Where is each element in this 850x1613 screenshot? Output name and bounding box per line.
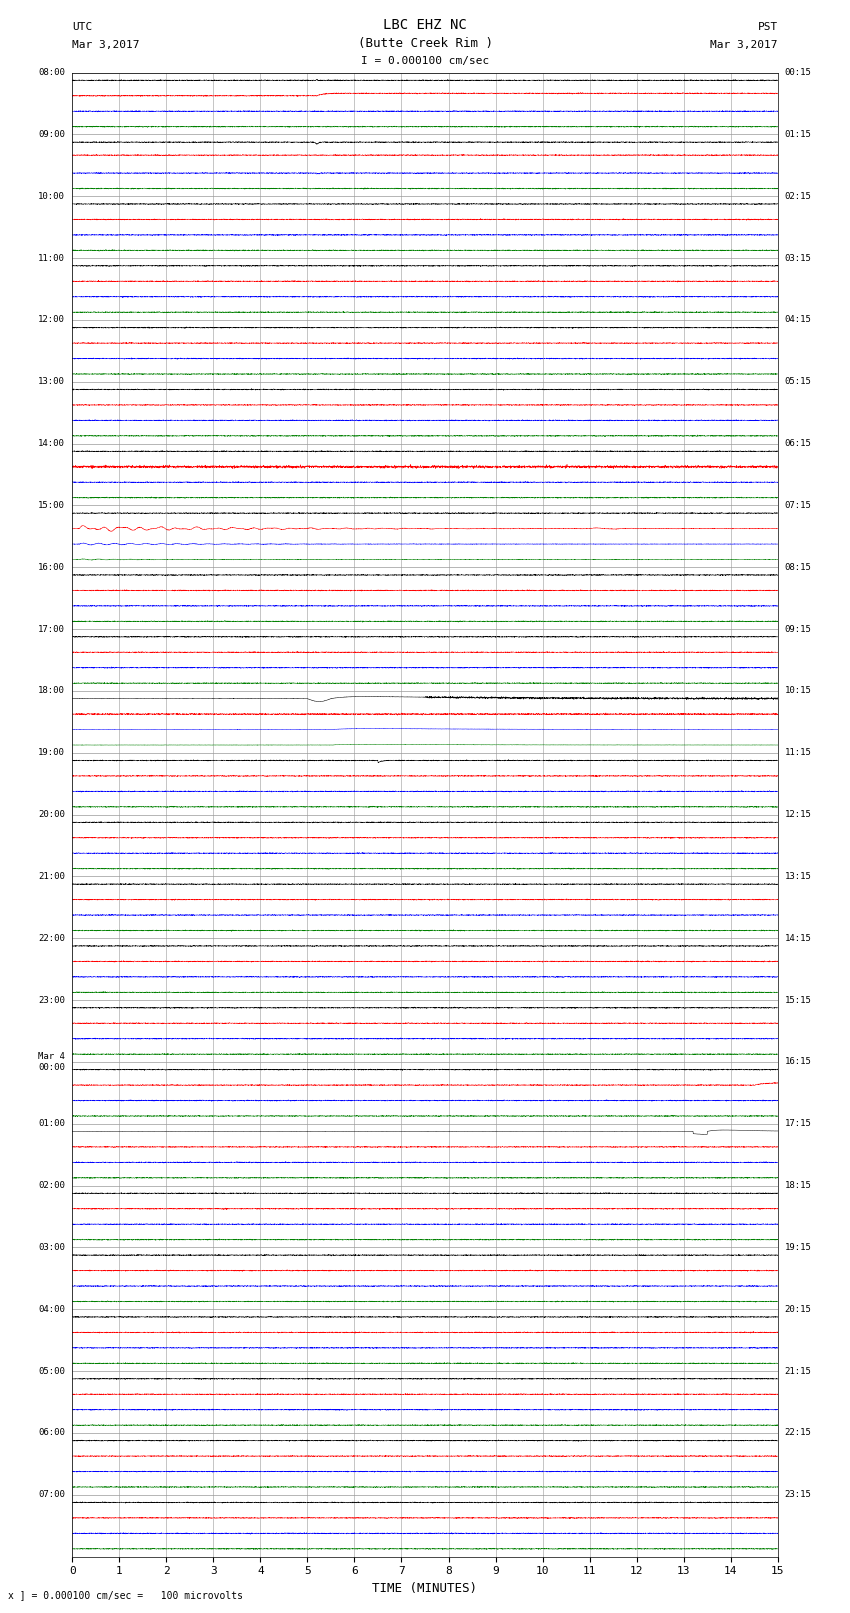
Text: 09:15: 09:15 (785, 624, 812, 634)
Text: 20:00: 20:00 (38, 810, 65, 819)
Text: 16:15: 16:15 (785, 1058, 812, 1066)
Text: 21:00: 21:00 (38, 873, 65, 881)
Text: LBC EHZ NC: LBC EHZ NC (383, 18, 467, 32)
Text: 17:00: 17:00 (38, 624, 65, 634)
Text: 03:15: 03:15 (785, 253, 812, 263)
Text: 23:15: 23:15 (785, 1490, 812, 1498)
Text: I = 0.000100 cm/sec: I = 0.000100 cm/sec (361, 56, 489, 66)
Text: 12:00: 12:00 (38, 316, 65, 324)
Text: 11:15: 11:15 (785, 748, 812, 756)
Text: (Butte Creek Rim ): (Butte Creek Rim ) (358, 37, 492, 50)
Text: UTC: UTC (72, 23, 93, 32)
Text: 00:15: 00:15 (785, 68, 812, 77)
Text: 04:15: 04:15 (785, 316, 812, 324)
Text: 10:15: 10:15 (785, 687, 812, 695)
Text: 07:15: 07:15 (785, 502, 812, 510)
Text: 10:00: 10:00 (38, 192, 65, 200)
Text: 12:15: 12:15 (785, 810, 812, 819)
Text: 08:15: 08:15 (785, 563, 812, 571)
Text: 19:15: 19:15 (785, 1244, 812, 1252)
Text: 05:15: 05:15 (785, 377, 812, 386)
Text: 03:00: 03:00 (38, 1244, 65, 1252)
Text: Mar 3,2017: Mar 3,2017 (72, 40, 139, 50)
Text: 13:15: 13:15 (785, 873, 812, 881)
Text: 18:15: 18:15 (785, 1181, 812, 1190)
Text: Mar 4
00:00: Mar 4 00:00 (38, 1052, 65, 1071)
Text: 01:15: 01:15 (785, 131, 812, 139)
Text: 07:00: 07:00 (38, 1490, 65, 1498)
Text: x ] = 0.000100 cm/sec =   100 microvolts: x ] = 0.000100 cm/sec = 100 microvolts (8, 1590, 243, 1600)
X-axis label: TIME (MINUTES): TIME (MINUTES) (372, 1582, 478, 1595)
Text: 14:15: 14:15 (785, 934, 812, 942)
Text: 22:15: 22:15 (785, 1429, 812, 1437)
Text: 14:00: 14:00 (38, 439, 65, 448)
Text: 23:00: 23:00 (38, 995, 65, 1005)
Text: 19:00: 19:00 (38, 748, 65, 756)
Text: 02:15: 02:15 (785, 192, 812, 200)
Text: 11:00: 11:00 (38, 253, 65, 263)
Text: 08:00: 08:00 (38, 68, 65, 77)
Text: 05:00: 05:00 (38, 1366, 65, 1376)
Text: PST: PST (757, 23, 778, 32)
Text: 06:15: 06:15 (785, 439, 812, 448)
Text: 22:00: 22:00 (38, 934, 65, 942)
Text: 20:15: 20:15 (785, 1305, 812, 1313)
Text: 01:00: 01:00 (38, 1119, 65, 1127)
Text: 15:15: 15:15 (785, 995, 812, 1005)
Text: 16:00: 16:00 (38, 563, 65, 571)
Text: 18:00: 18:00 (38, 687, 65, 695)
Text: 09:00: 09:00 (38, 131, 65, 139)
Text: 13:00: 13:00 (38, 377, 65, 386)
Text: 06:00: 06:00 (38, 1429, 65, 1437)
Text: Mar 3,2017: Mar 3,2017 (711, 40, 778, 50)
Text: 04:00: 04:00 (38, 1305, 65, 1313)
Text: 02:00: 02:00 (38, 1181, 65, 1190)
Text: 15:00: 15:00 (38, 502, 65, 510)
Text: 21:15: 21:15 (785, 1366, 812, 1376)
Text: 17:15: 17:15 (785, 1119, 812, 1127)
